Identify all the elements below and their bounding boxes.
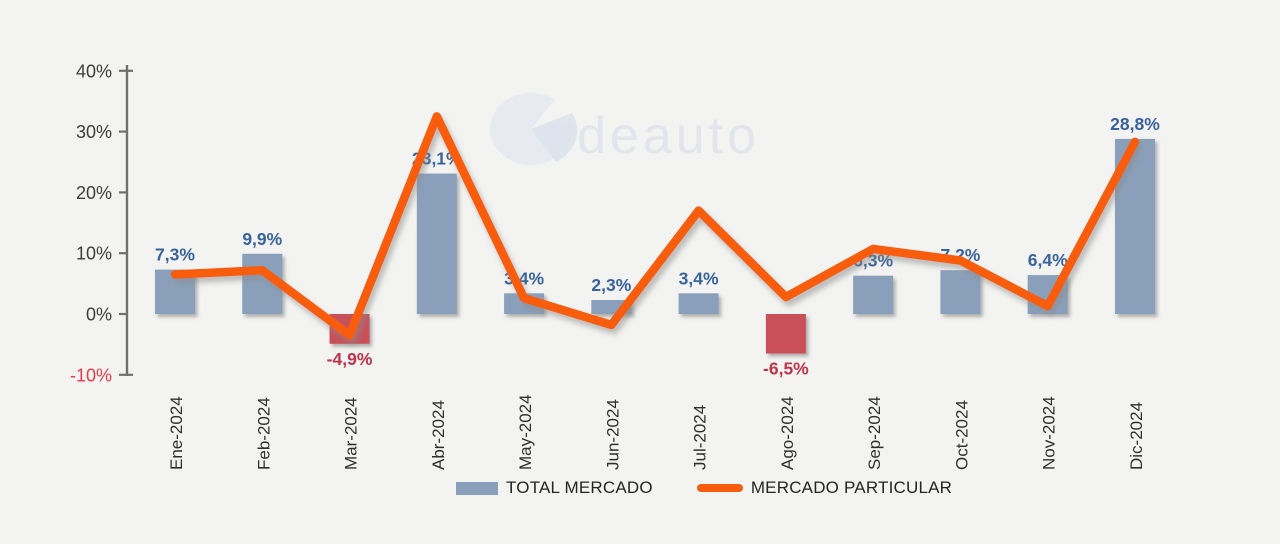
x-tick-label-Ene-2024: Ene-2024	[167, 396, 186, 470]
bar-label-Jun-2024: 2,3%	[591, 275, 631, 295]
x-axis-labels: Ene-2024 Feb-2024 Mar-2024 Abr-2024 May-2024…	[167, 394, 1146, 470]
bar-Ago-2024	[765, 314, 806, 354]
x-tick-label-Mar-2024: Mar-2024	[342, 397, 361, 470]
y-tick-label: 0%	[86, 305, 112, 325]
bars-total-mercado	[155, 138, 1155, 354]
legend-line-swatch-icon	[696, 484, 743, 492]
x-tick-label-Ago-2024: Ago-2024	[778, 396, 797, 470]
bar-Sep-2024	[853, 275, 894, 314]
bar-Jul-2024	[678, 293, 719, 314]
y-tick-label: 20%	[76, 183, 112, 203]
legend-label-total-mercado: TOTAL MERCADO	[506, 478, 653, 497]
x-tick-label-Dic-2024: Dic-2024	[1127, 402, 1146, 470]
bar-data-labels: 7,3%9,9%-4,9%23,1%3,4% 2,3% 3,4%-6,5%6,3% 7…	[155, 114, 1160, 379]
watermark-wedge	[531, 113, 578, 162]
watermark-text: deauto	[577, 107, 760, 165]
legend-item-total-mercado: TOTAL MERCADO	[456, 478, 653, 498]
bar-Oct-2024	[940, 270, 981, 314]
legend-label-mercado-particular: MERCADO PARTICULAR	[750, 478, 953, 497]
x-tick-label-Nov-2024: Nov-2024	[1040, 396, 1059, 470]
y-tick-label: 40%	[76, 61, 112, 81]
bar-label-Ene-2024: 7,3%	[155, 245, 195, 265]
bar-label-Dic-2024: 28,8%	[1110, 114, 1160, 134]
y-tick-label: -10%	[70, 365, 112, 385]
legend-item-mercado-particular: MERCADO PARTICULAR	[696, 478, 953, 498]
bar-label-Feb-2024: 9,9%	[242, 229, 282, 249]
line-mercado-particular	[170, 112, 1140, 340]
x-tick-label-Abr-2024: Abr-2024	[429, 400, 448, 470]
bar-Abr-2024	[416, 173, 457, 314]
watermark-logo: deauto	[490, 93, 760, 165]
x-tick-label-Jul-2024: Jul-2024	[691, 405, 710, 470]
x-tick-label-Sep-2024: Sep-2024	[865, 396, 884, 470]
bar-label-Nov-2024: 6,4%	[1028, 250, 1068, 270]
bar-label-Ago-2024: -6,5%	[763, 359, 809, 379]
y-tick-label: 30%	[76, 122, 112, 142]
y-axis: 40% 30% 20% 10% 0% -10%	[70, 61, 133, 385]
bar-label-Mar-2024: -4,9%	[327, 349, 373, 369]
x-tick-label-Oct-2024: Oct-2024	[952, 400, 971, 470]
legend-bar-swatch-icon	[456, 481, 498, 495]
x-tick-label-Feb-2024: Feb-2024	[254, 397, 273, 470]
chart-legend: TOTAL MERCADO MERCADO PARTICULAR	[456, 478, 952, 498]
bar-label-Jul-2024: 3,4%	[679, 268, 719, 288]
y-tick-label: 10%	[76, 244, 112, 264]
x-tick-label-Jun-2024: Jun-2024	[603, 399, 622, 470]
x-tick-label-May-2024: May-2024	[516, 394, 535, 470]
